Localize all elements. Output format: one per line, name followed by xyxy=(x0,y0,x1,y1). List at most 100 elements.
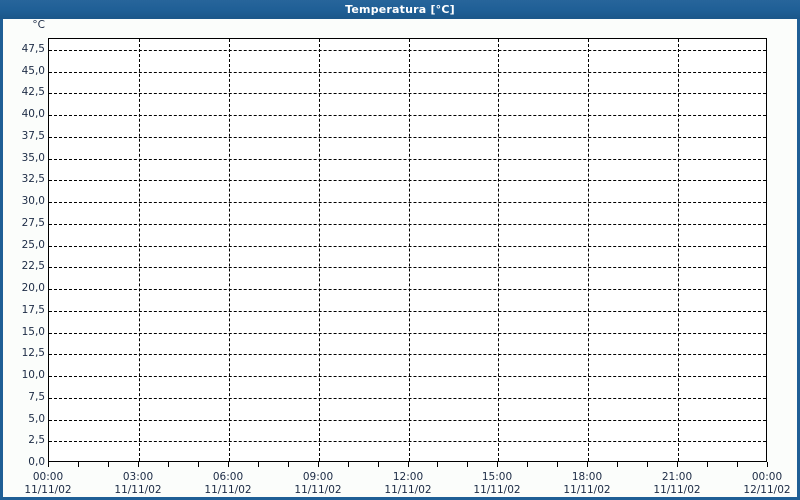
gridline-vertical xyxy=(409,39,410,461)
gridline-horizontal xyxy=(49,267,766,269)
x-axis-minor-tick xyxy=(168,462,169,467)
x-axis-minor-tick xyxy=(138,462,139,467)
gridline-horizontal xyxy=(49,397,766,399)
x-axis-minor-tick xyxy=(108,462,109,467)
x-axis-tick-labels: 00:00 11/11/02 03:00 11/11/02 06:00 11/11/02 0… xyxy=(3,471,797,500)
x-axis-minor-tick xyxy=(348,462,349,467)
gridline-vertical xyxy=(588,39,589,461)
x-axis-tick-time: 21:00 xyxy=(661,471,693,483)
gridline-vertical xyxy=(319,39,320,461)
x-axis-tick-label: 00:00 11/11/02 xyxy=(8,471,88,497)
gridline-horizontal xyxy=(49,49,766,51)
gridline-horizontal xyxy=(49,136,766,138)
x-axis-tick-label: 09:00 11/11/02 xyxy=(278,471,358,497)
y-axis-tick-label: 17,5 xyxy=(21,303,45,316)
y-axis-tick-label: 2,5 xyxy=(28,434,45,447)
page-title: Temperatura [°C] xyxy=(345,3,455,16)
x-axis-tick-label: 06:00 11/11/02 xyxy=(188,471,268,497)
x-axis-tick-label: 21:00 11/11/02 xyxy=(637,471,717,497)
gridline-horizontal xyxy=(49,354,766,356)
y-axis-unit-label: °C xyxy=(32,19,45,31)
x-axis-tick-label: 18:00 11/11/02 xyxy=(547,471,627,497)
x-axis-minor-tick xyxy=(318,462,319,467)
y-axis-tick-label: 25,0 xyxy=(21,238,45,251)
y-axis-tick-label: 40,0 xyxy=(21,108,45,121)
x-axis-minor-tick xyxy=(228,462,229,467)
x-axis-tick-time: 09:00 xyxy=(302,471,334,483)
x-axis-minor-tick xyxy=(557,462,558,467)
x-axis-tick-date: 11/11/02 xyxy=(204,484,252,496)
x-axis-minor-tick xyxy=(258,462,259,467)
y-axis-tick-label: 47,5 xyxy=(21,42,45,55)
y-axis-tick-label: 42,5 xyxy=(21,86,45,99)
y-axis-tick-label: 10,0 xyxy=(21,369,45,382)
x-axis-tick-date: 11/11/02 xyxy=(294,484,342,496)
x-axis-minor-tick xyxy=(408,462,409,467)
x-axis-minor-tick xyxy=(617,462,618,467)
x-axis-tick-time: 18:00 xyxy=(571,471,603,483)
x-axis-tick-time: 06:00 xyxy=(212,471,244,483)
gridline-horizontal xyxy=(49,223,766,225)
y-axis-tick-label: 45,0 xyxy=(21,64,45,77)
gridline-horizontal xyxy=(49,202,766,204)
gridline-horizontal xyxy=(49,310,766,312)
y-axis-tick-label: 7,5 xyxy=(28,390,45,403)
y-axis-tick-label: 37,5 xyxy=(21,129,45,142)
y-axis-tick-label: 32,5 xyxy=(21,173,45,186)
x-axis-minor-tick xyxy=(527,462,528,467)
x-axis-minor-tick xyxy=(288,462,289,467)
x-axis-tick-date: 11/11/02 xyxy=(114,484,162,496)
gridline-vertical xyxy=(678,39,679,461)
y-axis-tick-label: 0,0 xyxy=(28,456,45,468)
x-axis-tick-date: 11/11/02 xyxy=(384,484,432,496)
x-axis-minor-tick xyxy=(48,462,49,467)
x-axis-minor-tick xyxy=(737,462,738,467)
gridline-horizontal xyxy=(49,180,766,182)
y-axis-tick-label: 22,5 xyxy=(21,260,45,273)
gridline-horizontal xyxy=(49,245,766,247)
gridline-vertical xyxy=(139,39,140,461)
x-axis-minor-tick xyxy=(767,462,768,467)
x-axis-tick-time: 00:00 xyxy=(32,471,64,483)
x-axis-tick-time: 03:00 xyxy=(122,471,154,483)
x-axis-minor-tick xyxy=(198,462,199,467)
window-titlebar: Temperatura [°C] xyxy=(0,0,800,19)
x-axis-tick-date: 11/11/02 xyxy=(563,484,611,496)
x-axis-tick-label: 00:00 12/11/02 xyxy=(727,471,800,497)
x-axis-tick-time: 00:00 xyxy=(751,471,783,483)
x-axis-minor-tick xyxy=(78,462,79,467)
gridline-horizontal xyxy=(49,93,766,95)
y-axis-tick-label: 27,5 xyxy=(21,216,45,229)
x-axis-tick-time: 15:00 xyxy=(481,471,513,483)
y-axis-tick-labels: 47,5 45,0 42,5 40,0 37,5 35,0 32,5 30,0 27,5 25,0… xyxy=(3,38,45,468)
x-axis-tick-date: 11/11/02 xyxy=(24,484,72,496)
x-axis-tick-label: 15:00 11/11/02 xyxy=(457,471,537,497)
x-axis-tick-date: 11/11/02 xyxy=(653,484,701,496)
gridline-horizontal xyxy=(49,289,766,291)
x-axis-tick-date: 12/11/02 xyxy=(743,484,791,496)
x-axis-minor-ticks xyxy=(48,462,768,468)
plot-area xyxy=(48,38,767,462)
x-axis-tick-time: 12:00 xyxy=(392,471,424,483)
x-axis-minor-tick xyxy=(647,462,648,467)
x-axis-tick-date: 11/11/02 xyxy=(473,484,521,496)
x-axis-minor-tick xyxy=(677,462,678,467)
gridline-horizontal xyxy=(49,332,766,334)
gridline-vertical xyxy=(498,39,499,461)
x-axis-tick-label: 03:00 11/11/02 xyxy=(98,471,178,497)
gridline-horizontal xyxy=(49,158,766,160)
x-axis-minor-tick xyxy=(437,462,438,467)
gridline-horizontal xyxy=(49,71,766,73)
gridline-horizontal xyxy=(49,441,766,443)
gridline-horizontal xyxy=(49,115,766,117)
x-axis-tick-label: 12:00 11/11/02 xyxy=(368,471,448,497)
x-axis-minor-tick xyxy=(707,462,708,467)
y-axis-tick-label: 5,0 xyxy=(28,412,45,425)
gridline-horizontal xyxy=(49,419,766,421)
y-axis-tick-label: 12,5 xyxy=(21,347,45,360)
y-axis-tick-label: 15,0 xyxy=(21,325,45,338)
y-axis-tick-label: 30,0 xyxy=(21,195,45,208)
gridline-horizontal xyxy=(49,376,766,378)
x-axis-minor-tick xyxy=(587,462,588,467)
